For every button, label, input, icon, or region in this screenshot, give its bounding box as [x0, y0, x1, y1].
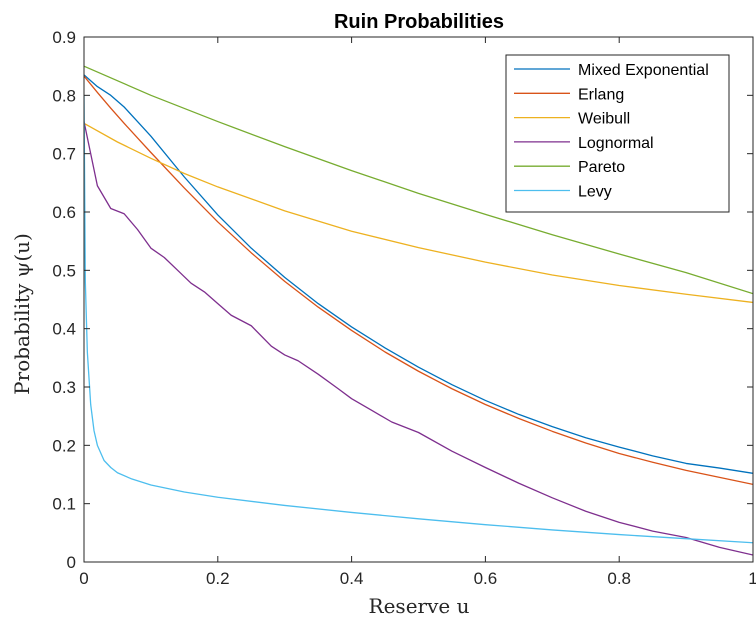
legend-box — [505, 54, 730, 213]
chart-title: Ruin Probabilities — [334, 11, 504, 33]
x-tick-label: 0 — [79, 569, 88, 588]
y-tick-label: 0.3 — [52, 378, 76, 397]
x-tick-label: 0.2 — [206, 569, 230, 588]
y-tick-label: 0.6 — [52, 203, 76, 222]
x-tick-label: 0.4 — [340, 569, 364, 588]
series-lines — [84, 65, 753, 556]
series-line-levy — [84, 95, 753, 544]
legend-label: Lognormal — [578, 135, 654, 152]
legend-label: Pareto — [578, 159, 625, 176]
axis-ticks: 0 0.2 0.4 0.6 0.8 1 0 0.1 0.2 0.3 0.4 0.5 0.6 0.7 0.8 0… — [52, 28, 756, 588]
legend-label: Weibull — [578, 111, 630, 128]
series-line-lognormal — [84, 121, 753, 556]
series-line-mixed-exponential — [84, 74, 753, 474]
x-tick-label: 1 — [748, 569, 756, 588]
x-axis-label: Reserve u — [369, 594, 470, 618]
x-tick-label: 0.8 — [607, 569, 631, 588]
series-line-pareto — [84, 65, 753, 295]
series-line-weibull — [84, 122, 753, 304]
y-tick-label: 0.8 — [52, 86, 76, 105]
y-tick-label: 0.2 — [52, 436, 76, 455]
legend-label: Erlang — [578, 86, 624, 103]
x-tick-label: 0.6 — [474, 569, 498, 588]
y-tick-label: 0.1 — [52, 495, 76, 514]
y-tick-label: 0.7 — [52, 145, 76, 164]
y-tick-label: 0.5 — [52, 261, 76, 280]
legend: Mixed Exponential Erlang Weibull Lognormal P… — [505, 54, 730, 213]
y-tick-label: 0.4 — [52, 320, 76, 339]
legend-label: Levy — [578, 184, 612, 201]
y-tick-label: 0 — [67, 553, 76, 572]
axes-box — [83, 36, 754, 563]
y-axis-label: Probability ψ(u) — [10, 233, 34, 395]
y-tick-label: 0.9 — [52, 28, 76, 47]
legend-label: Mixed Exponential — [578, 62, 709, 79]
series-line-erlang — [84, 75, 753, 486]
